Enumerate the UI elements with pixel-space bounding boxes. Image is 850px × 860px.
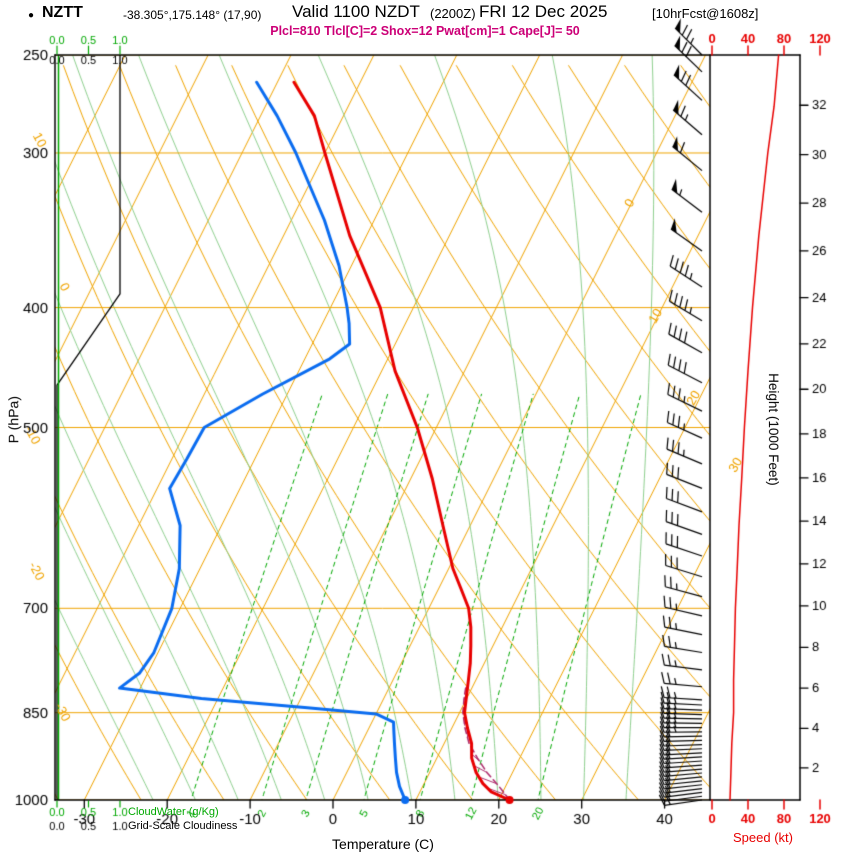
- height-axis-title: Height (1000 Feet): [765, 373, 781, 486]
- speed-axis-title: Speed (kt): [733, 830, 793, 845]
- cloudwater-axis-title: CloudWater (g/Kg): [128, 806, 219, 818]
- stability-indices: Plcl=810 Tlcl[C]=2 Shox=12 Pwat[cm]=1 Ca…: [270, 24, 580, 38]
- pressure-axis-title: P (hPa): [5, 396, 22, 444]
- valid-time-z: (2200Z): [430, 6, 476, 21]
- station-id: NZTT: [42, 4, 83, 21]
- temperature-axis-title: Temperature (C): [332, 836, 434, 852]
- valid-time: Valid 1100 NZDT: [292, 2, 420, 21]
- valid-date: FRI 12 Dec 2025: [479, 2, 608, 21]
- forecast-tag: [10hrFcst@1608z]: [652, 6, 759, 21]
- station-bullet-icon: ●: [28, 10, 35, 21]
- cloudiness-axis-title: Grid-Scale Cloudiness: [128, 820, 238, 832]
- station-coords: -38.305°,175.148° (17,90): [123, 8, 262, 22]
